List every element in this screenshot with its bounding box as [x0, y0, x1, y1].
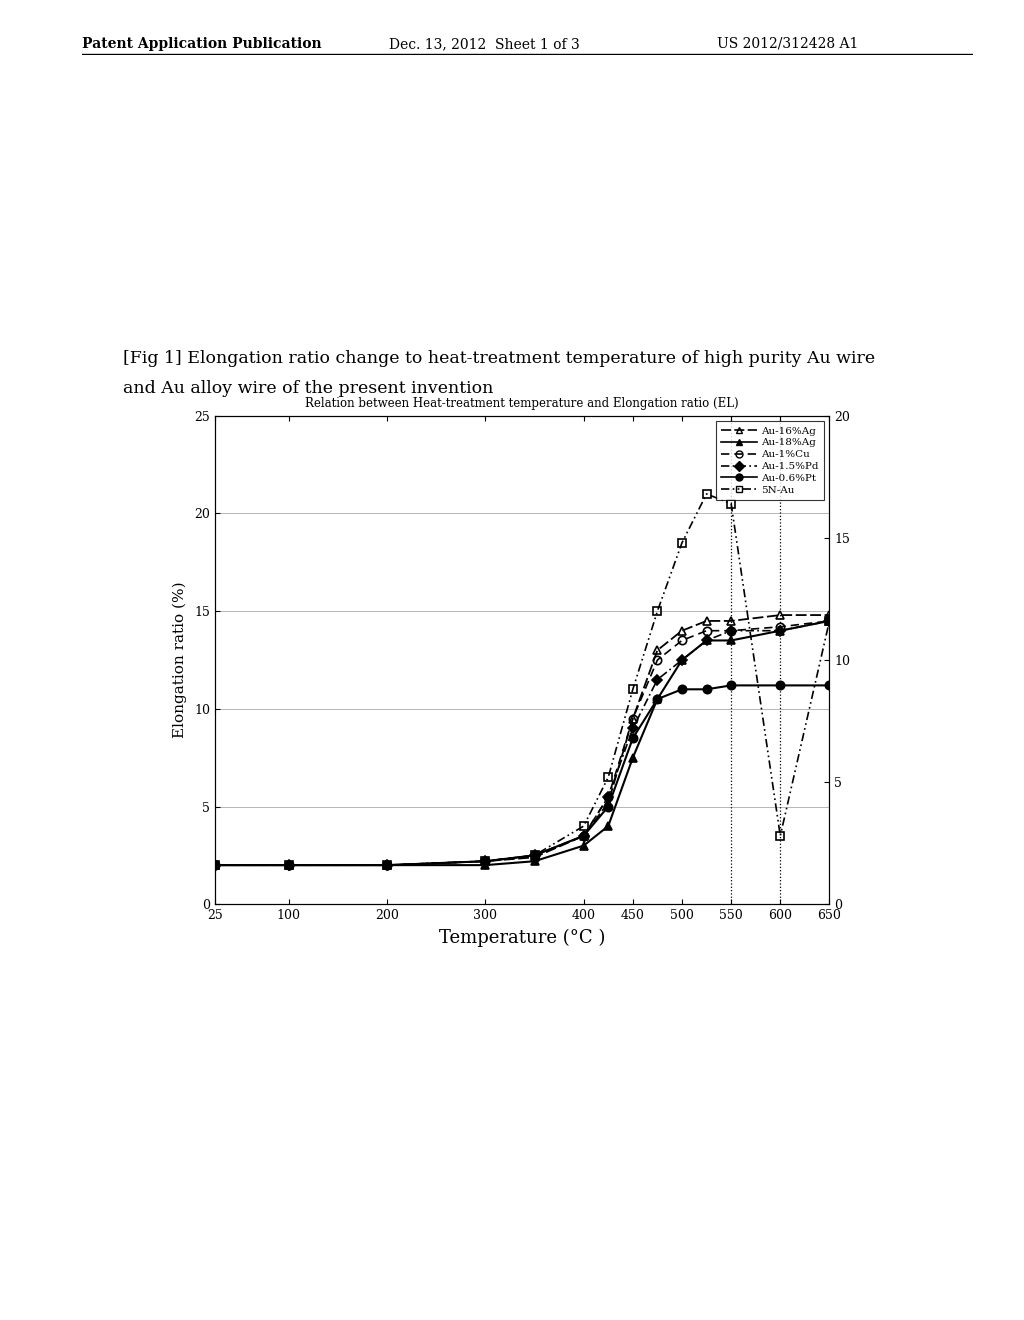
Au-1%Cu	[209, 857, 221, 873]
5N-Au	[479, 853, 492, 869]
Au-1%Cu	[651, 652, 664, 668]
Au-18%Ag	[676, 652, 688, 668]
5N-Au	[578, 818, 590, 834]
5N-Au	[209, 857, 221, 873]
Au-16%Ag	[774, 607, 786, 623]
Au-16%Ag	[627, 710, 639, 726]
Au-1.5%Pd	[209, 857, 221, 873]
Au-1.5%Pd	[725, 623, 737, 639]
Au-18%Ag	[209, 857, 221, 873]
Title: Relation between Heat-treatment temperature and Elongation ratio (EL): Relation between Heat-treatment temperat…	[305, 397, 739, 411]
Au-0.6%Pt	[381, 857, 393, 873]
Au-18%Ag	[381, 857, 393, 873]
Au-1.5%Pd	[651, 672, 664, 688]
Line: Au-16%Ag: Au-16%Ag	[211, 611, 834, 870]
Text: [Fig 1] Elongation ratio change to heat-treatment temperature of high purity Au : [Fig 1] Elongation ratio change to heat-…	[123, 350, 874, 367]
Au-16%Ag	[479, 853, 492, 869]
Au-0.6%Pt	[651, 692, 664, 708]
Au-1.5%Pd	[283, 857, 295, 873]
Line: Au-1.5%Pd: Au-1.5%Pd	[212, 618, 833, 869]
Au-1.5%Pd	[627, 721, 639, 737]
Au-18%Ag	[602, 818, 614, 834]
Au-0.6%Pt	[528, 847, 541, 863]
Au-16%Ag	[823, 607, 836, 623]
Au-16%Ag	[209, 857, 221, 873]
5N-Au	[381, 857, 393, 873]
Line: 5N-Au: 5N-Au	[211, 490, 834, 870]
5N-Au	[528, 847, 541, 863]
Au-0.6%Pt	[479, 853, 492, 869]
Au-0.6%Pt	[823, 677, 836, 693]
Au-16%Ag	[578, 828, 590, 843]
Au-0.6%Pt	[774, 677, 786, 693]
5N-Au	[627, 681, 639, 697]
5N-Au	[823, 612, 836, 628]
Au-1.5%Pd	[774, 623, 786, 639]
Au-18%Ag	[283, 857, 295, 873]
Au-18%Ag	[700, 632, 713, 648]
Au-1.5%Pd	[823, 612, 836, 628]
Au-0.6%Pt	[578, 828, 590, 843]
Au-1.5%Pd	[528, 847, 541, 863]
Line: Au-0.6%Pt: Au-0.6%Pt	[211, 681, 834, 870]
Au-1.5%Pd	[676, 652, 688, 668]
5N-Au	[283, 857, 295, 873]
Au-16%Ag	[381, 857, 393, 873]
Au-18%Ag	[774, 623, 786, 639]
Au-1.5%Pd	[479, 853, 492, 869]
Au-1%Cu	[283, 857, 295, 873]
Au-0.6%Pt	[700, 681, 713, 697]
Au-1%Cu	[578, 828, 590, 843]
Au-1%Cu	[381, 857, 393, 873]
Au-18%Ag	[823, 612, 836, 628]
Au-0.6%Pt	[283, 857, 295, 873]
Text: Dec. 13, 2012  Sheet 1 of 3: Dec. 13, 2012 Sheet 1 of 3	[389, 37, 580, 51]
5N-Au	[676, 535, 688, 550]
Text: US 2012/312428 A1: US 2012/312428 A1	[717, 37, 858, 51]
Au-16%Ag	[700, 612, 713, 628]
5N-Au	[725, 496, 737, 512]
Au-1.5%Pd	[602, 789, 614, 805]
Au-1%Cu	[700, 623, 713, 639]
5N-Au	[602, 770, 614, 785]
Au-18%Ag	[479, 857, 492, 873]
Au-0.6%Pt	[725, 677, 737, 693]
Au-1.5%Pd	[578, 828, 590, 843]
Au-1%Cu	[602, 789, 614, 805]
Au-16%Ag	[676, 623, 688, 639]
Au-16%Ag	[602, 795, 614, 810]
Au-1.5%Pd	[381, 857, 393, 873]
Au-1%Cu	[479, 853, 492, 869]
Text: and Au alloy wire of the present invention: and Au alloy wire of the present inventi…	[123, 380, 494, 397]
5N-Au	[651, 603, 664, 619]
Au-1%Cu	[627, 710, 639, 726]
Au-1%Cu	[528, 847, 541, 863]
Au-0.6%Pt	[209, 857, 221, 873]
Au-18%Ag	[627, 750, 639, 766]
Au-1%Cu	[725, 623, 737, 639]
Au-0.6%Pt	[602, 799, 614, 814]
Au-16%Ag	[725, 612, 737, 628]
Au-16%Ag	[283, 857, 295, 873]
Au-16%Ag	[528, 849, 541, 865]
Text: Patent Application Publication: Patent Application Publication	[82, 37, 322, 51]
Au-18%Ag	[528, 853, 541, 869]
5N-Au	[700, 486, 713, 502]
Legend: Au-16%Ag, Au-18%Ag, Au-1%Cu, Au-1.5%Pd, Au-0.6%Pt, 5N-Au: Au-16%Ag, Au-18%Ag, Au-1%Cu, Au-1.5%Pd, …	[716, 421, 824, 500]
Y-axis label: Elongation ratio (%): Elongation ratio (%)	[173, 582, 187, 738]
Au-0.6%Pt	[676, 681, 688, 697]
Au-16%Ag	[651, 643, 664, 659]
Line: Au-18%Ag: Au-18%Ag	[211, 616, 834, 870]
Au-1%Cu	[676, 632, 688, 648]
Au-1.5%Pd	[700, 632, 713, 648]
Au-18%Ag	[651, 692, 664, 708]
Au-18%Ag	[578, 838, 590, 854]
X-axis label: Temperature (°C ): Temperature (°C )	[439, 929, 605, 948]
Au-18%Ag	[725, 632, 737, 648]
Au-1%Cu	[823, 612, 836, 628]
Au-0.6%Pt	[627, 730, 639, 746]
5N-Au	[774, 828, 786, 843]
Line: Au-1%Cu: Au-1%Cu	[211, 616, 834, 870]
Au-1%Cu	[774, 619, 786, 635]
